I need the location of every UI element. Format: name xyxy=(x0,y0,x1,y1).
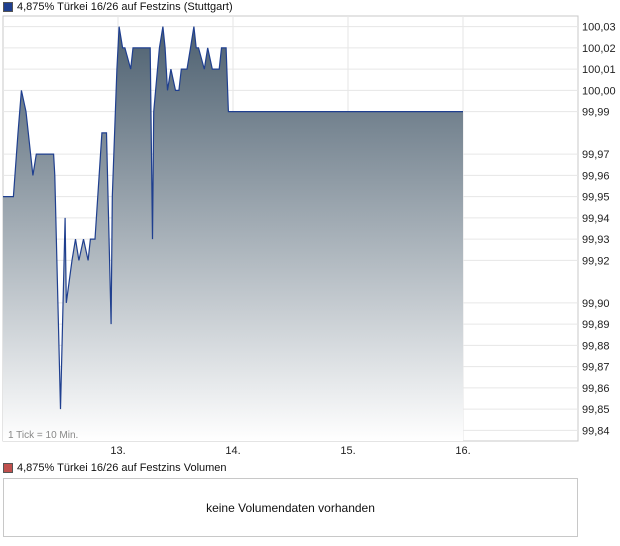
price-legend: 4,875% Türkei 16/26 auf Festzins (Stuttg… xyxy=(3,0,233,14)
y-axis-tick-labels: 100,03 100,02 100,01 100,00 99,99 99,97 99,96 9… xyxy=(582,22,616,438)
y-tick-label: 99,93 xyxy=(582,234,610,246)
volume-legend: 4,875% Türkei 16/26 auf Festzins Volumen xyxy=(3,461,227,475)
volume-legend-swatch xyxy=(3,463,13,473)
volume-legend-label: 4,875% Türkei 16/26 auf Festzins Volumen xyxy=(17,462,227,474)
x-tick-label: 14. xyxy=(225,445,240,457)
y-tick-label: 99,99 xyxy=(582,107,610,119)
y-tick-label: 99,97 xyxy=(582,149,610,161)
price-area xyxy=(3,26,463,441)
y-tick-label: 99,96 xyxy=(582,170,610,182)
y-tick-label: 99,89 xyxy=(582,319,610,331)
y-tick-label: 100,01 xyxy=(582,64,616,76)
y-tick-label: 99,94 xyxy=(582,213,610,225)
y-tick-label: 99,92 xyxy=(582,255,610,267)
x-axis-tick-labels: 13. 14. 15. 16. xyxy=(110,445,470,457)
x-tick-label: 15. xyxy=(340,445,355,457)
y-tick-label: 100,02 xyxy=(582,43,616,55)
x-tick-label: 13. xyxy=(110,445,125,457)
price-line xyxy=(3,26,463,410)
y-tick-label: 99,95 xyxy=(582,192,610,204)
y-tick-label: 99,84 xyxy=(582,425,610,437)
price-legend-label: 4,875% Türkei 16/26 auf Festzins (Stuttg… xyxy=(17,1,233,13)
tick-note: 1 Tick = 10 Min. xyxy=(8,430,78,441)
y-tick-label: 99,85 xyxy=(582,404,610,416)
volume-empty-message: keine Volumendaten vorhanden xyxy=(206,500,375,515)
price-chart: ARIVA 100,03100,02100,01100,0099,9999,97… xyxy=(2,15,616,457)
price-legend-swatch xyxy=(3,2,13,12)
volume-panel: keine Volumendaten vorhanden xyxy=(3,478,578,537)
y-tick-label: 99,86 xyxy=(582,383,610,395)
x-tick-label: 16. xyxy=(455,445,470,457)
y-tick-label: 99,90 xyxy=(582,298,610,310)
y-tick-label: 100,03 xyxy=(582,22,616,34)
y-tick-label: 99,88 xyxy=(582,340,610,352)
y-tick-label: 99,87 xyxy=(582,362,610,374)
y-tick-label: 100,00 xyxy=(582,85,616,97)
